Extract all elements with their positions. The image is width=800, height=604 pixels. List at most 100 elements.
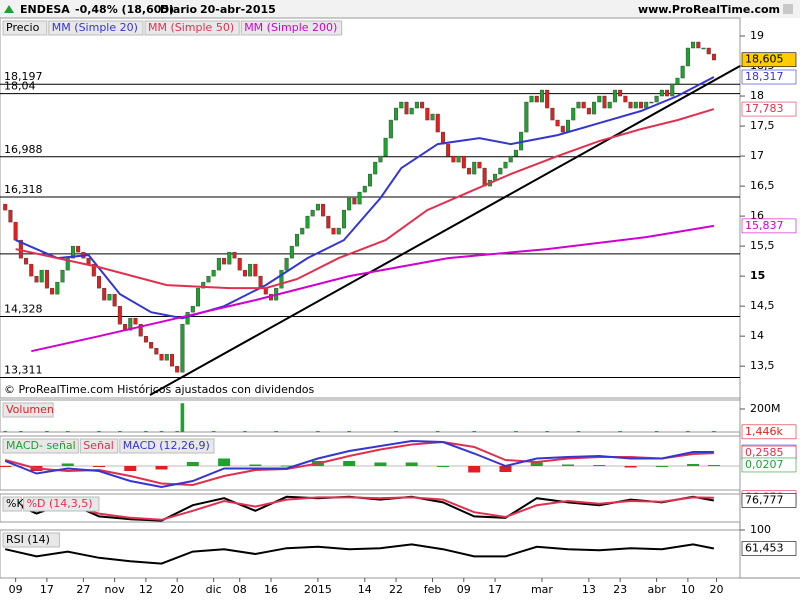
candle xyxy=(420,101,425,109)
candle xyxy=(196,287,201,307)
legend-entry: %K xyxy=(6,497,24,510)
histogram-bar xyxy=(687,464,700,466)
candle xyxy=(602,95,607,109)
candle xyxy=(373,161,378,175)
candle xyxy=(680,65,685,79)
candle xyxy=(164,353,169,361)
candle xyxy=(612,89,617,103)
x-tick-label: 13 xyxy=(582,583,596,596)
candle xyxy=(206,275,211,283)
candle xyxy=(503,161,508,169)
histogram-bar xyxy=(155,466,168,470)
candle xyxy=(185,311,190,325)
candle xyxy=(216,257,221,271)
histogram-bar xyxy=(624,466,637,468)
candle xyxy=(659,89,664,97)
candle xyxy=(295,233,300,247)
legend-entry: Señal xyxy=(83,439,114,452)
histogram-bar xyxy=(405,462,418,466)
value-marker-box xyxy=(741,69,797,85)
x-tick-label: 23 xyxy=(613,583,627,596)
value-marker-label: 15,837 xyxy=(745,219,784,232)
candle xyxy=(201,281,206,289)
histogram-bar xyxy=(124,466,137,471)
y-tick-label: 18 xyxy=(750,89,764,102)
candle xyxy=(576,101,581,109)
candle xyxy=(143,335,148,343)
legend-box xyxy=(240,20,343,36)
candle xyxy=(8,209,13,223)
histogram-bar xyxy=(707,464,720,466)
candle xyxy=(628,101,633,109)
candle xyxy=(711,53,716,61)
volume-bar xyxy=(144,431,148,432)
histogram-bar xyxy=(562,464,575,466)
candle xyxy=(477,161,482,169)
histogram-bar xyxy=(218,458,231,466)
candle xyxy=(665,89,670,97)
candle xyxy=(211,269,216,277)
value-marker-label: 1,446k xyxy=(745,425,783,438)
trend-line xyxy=(149,65,741,396)
candle xyxy=(550,107,555,121)
level-label: 16,988 xyxy=(4,143,43,156)
level-label: 14,328 xyxy=(4,302,43,315)
legend-box xyxy=(144,20,240,36)
histogram-bar xyxy=(436,466,449,467)
x-tick-label: nov xyxy=(105,583,126,596)
candle xyxy=(102,287,107,301)
candle xyxy=(566,119,571,133)
y-tick-label: 13,5 xyxy=(750,359,775,372)
candle xyxy=(232,251,237,259)
value-marker-box xyxy=(741,541,797,556)
value-marker-label: 18,605 xyxy=(745,53,784,66)
candle xyxy=(117,305,122,325)
window-icon[interactable] xyxy=(783,4,793,14)
candle xyxy=(60,269,65,283)
histogram-bar xyxy=(280,465,293,467)
candle xyxy=(65,257,70,271)
candle xyxy=(305,215,310,229)
value-marker-box xyxy=(741,457,797,473)
candle xyxy=(571,107,576,121)
x-tick-label: 20 xyxy=(710,583,724,596)
logo-icon xyxy=(4,5,14,13)
candle xyxy=(404,101,409,115)
candle xyxy=(279,269,284,289)
volume-bar xyxy=(175,431,179,432)
candle xyxy=(169,353,174,367)
x-tick-label: 10 xyxy=(681,583,695,596)
candle xyxy=(638,101,643,109)
y-tick-label: 15,5 xyxy=(750,239,775,252)
value-marker-label: 17,783 xyxy=(745,102,784,115)
candle xyxy=(623,95,628,103)
candle xyxy=(545,89,550,109)
legend-entry: MACD (12,26,9) xyxy=(123,439,210,452)
volume-bar xyxy=(712,431,716,432)
candle xyxy=(227,251,232,265)
y-tick-label: 17 xyxy=(750,149,764,162)
candle xyxy=(138,323,143,337)
x-tick-label: 17 xyxy=(488,583,502,596)
candle xyxy=(107,293,112,301)
legend-box xyxy=(79,438,119,454)
x-tick-label: mar xyxy=(531,583,553,596)
candle xyxy=(425,107,430,121)
volume-bar xyxy=(243,431,247,432)
value-marker-box xyxy=(741,424,797,440)
x-tick-label: 14 xyxy=(358,583,372,596)
candle xyxy=(654,95,659,103)
legend-box xyxy=(119,438,215,454)
site: www.ProRealTime.com xyxy=(638,3,780,16)
legend-entry: %D (14,3,5) xyxy=(27,497,93,510)
candle xyxy=(154,347,159,355)
level-label: 18,04 xyxy=(4,80,36,93)
x-tick-label: abr xyxy=(647,583,666,596)
candle xyxy=(128,317,133,331)
series-line xyxy=(31,224,715,353)
y-tick-label: 14,5 xyxy=(750,299,775,312)
level-label: 13,311 xyxy=(4,364,43,377)
candle xyxy=(39,269,44,283)
candle xyxy=(560,125,565,133)
series-line xyxy=(4,495,715,522)
